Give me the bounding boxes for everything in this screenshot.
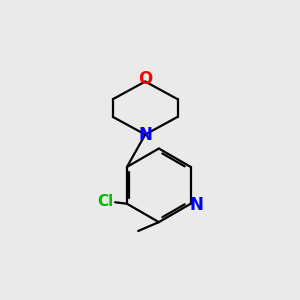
Text: O: O <box>138 70 152 88</box>
Text: N: N <box>189 196 203 214</box>
Text: Cl: Cl <box>98 194 114 209</box>
Text: N: N <box>138 125 152 143</box>
